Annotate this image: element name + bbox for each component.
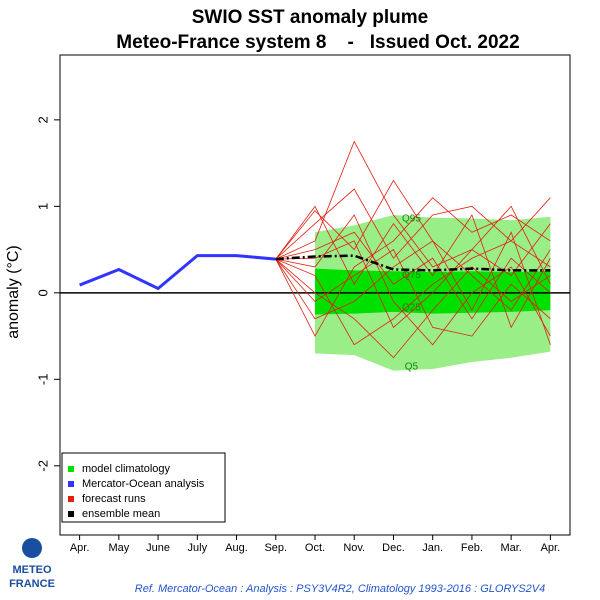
- y-tick-label: 1: [35, 203, 50, 210]
- y-tick-label: 2: [35, 116, 50, 123]
- forecast-run: [275, 197, 551, 337]
- x-tick-label: Nov.: [343, 542, 365, 554]
- quantile-label: Q95: [402, 214, 421, 225]
- y-tick-label: -2: [35, 460, 50, 472]
- forecast-run: [275, 188, 551, 260]
- forecast-run: [275, 231, 551, 345]
- forecast-run: [275, 179, 551, 311]
- legend-label: Mercator-Ocean analysis: [82, 478, 205, 490]
- forecast-run: [275, 205, 551, 329]
- legend-label: ensemble mean: [82, 508, 160, 520]
- x-tick-label: Apr.: [70, 542, 90, 554]
- logo-text: FRANCE: [9, 578, 55, 590]
- legend-swatch: [68, 496, 74, 502]
- forecast-run: [275, 205, 551, 329]
- forecast-run: [275, 258, 551, 359]
- chart-title: SWIO SST anomaly plume: [192, 7, 429, 28]
- quantile-label: Q75: [402, 270, 421, 281]
- forecast-run: [275, 240, 551, 346]
- x-tick-label: Dec.: [382, 542, 405, 554]
- legend-swatch: [68, 511, 74, 517]
- quantile-label: Q25: [402, 303, 421, 314]
- y-axis-label: anomaly (°C): [5, 245, 22, 339]
- legend-swatch: [68, 466, 74, 472]
- x-tick-label: Aug.: [225, 542, 248, 554]
- logo-text: METEO: [12, 564, 52, 576]
- logo-icon: [22, 538, 42, 558]
- analysis-line: [79, 254, 276, 291]
- x-tick-label: May: [108, 542, 129, 554]
- legend: model climatology Mercator-Ocean analysis…: [61, 452, 226, 523]
- chart-subtitle: Meteo-France system 8 - Issued Oct. 2022: [116, 32, 519, 53]
- x-tick-label: Apr.: [541, 542, 561, 554]
- x-tick-label: Oct.: [305, 542, 325, 554]
- legend-label: forecast runs: [82, 493, 146, 505]
- forecast-run: [275, 231, 551, 320]
- x-tick-label: Jan.: [422, 542, 443, 554]
- footer: Ref. Mercator-Ocean : Analysis : PSY3V4R…: [135, 583, 545, 595]
- x-tick-label: Mar.: [500, 542, 521, 554]
- logo: METEO FRANCE: [9, 538, 55, 590]
- quantile-label: Q5: [405, 361, 419, 372]
- x-tick-label: July: [188, 542, 208, 554]
- ensemble-mean-line: [275, 254, 551, 272]
- legend-swatch: [68, 481, 74, 487]
- x-tick-label: Feb.: [461, 542, 483, 554]
- legend-label: model climatology: [82, 463, 171, 475]
- x-tick-label: Sep.: [264, 542, 287, 554]
- y-tick-label: 0: [35, 289, 50, 296]
- x-tick-label: June: [146, 542, 170, 554]
- legend-box: [61, 452, 226, 523]
- y-tick-label: -1: [35, 374, 50, 386]
